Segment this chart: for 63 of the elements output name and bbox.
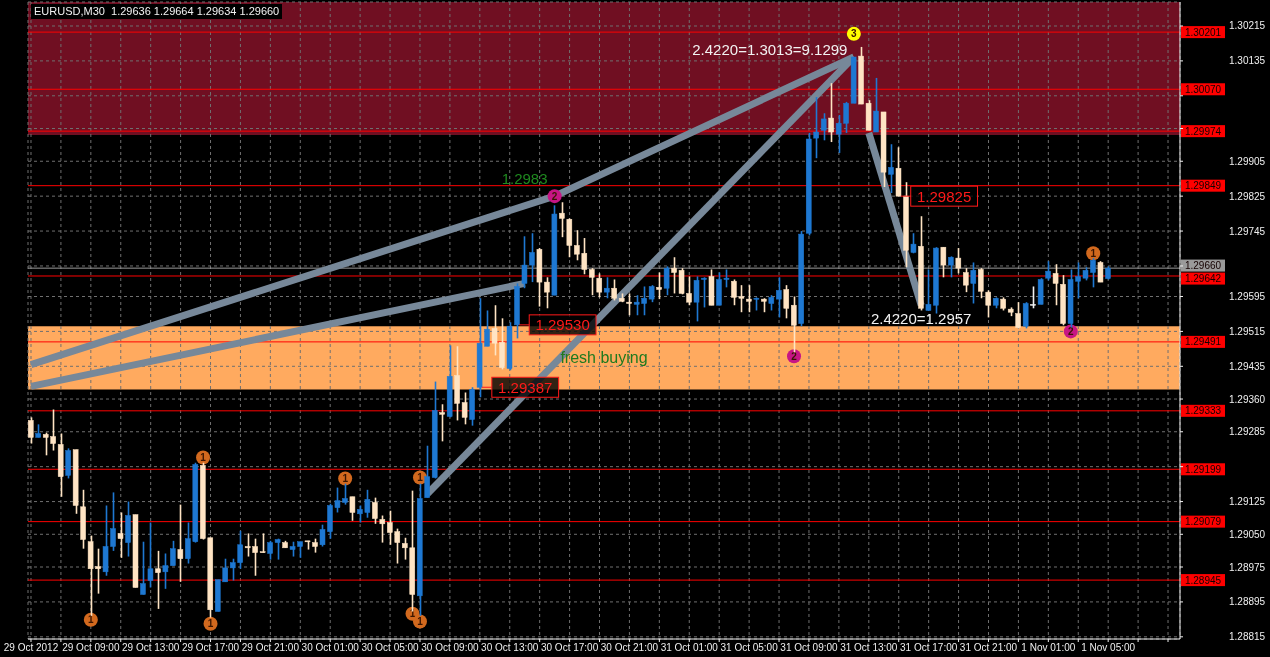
ref-line-label: 1.29333 — [1184, 405, 1222, 417]
series-label: 1 — [207, 618, 214, 630]
annotation: 2.4220=1.3013=9.1299 — [692, 41, 848, 59]
series-label: 3 — [851, 28, 858, 40]
ref-line-label: 1.29079 — [1184, 516, 1222, 528]
annotation: 1.29387 — [498, 378, 553, 396]
x-tick-label: 29 Oct 2012 — [3, 642, 59, 654]
ref-line-label: 1.30070 — [1184, 83, 1222, 95]
text: 1 — [417, 616, 423, 628]
text: 2 — [791, 350, 797, 362]
text: 1 — [200, 452, 206, 464]
x-tick-label: 31 Oct 21:00 — [959, 642, 1018, 654]
y-tick-label: 1.29905 — [1229, 155, 1266, 167]
x-tick-label: 1 Nov 05:00 — [1081, 642, 1136, 654]
x-tick-label: 31 Oct 09:00 — [780, 642, 839, 654]
x-tick-label: 29 Oct 21:00 — [241, 642, 300, 654]
text: 1 — [88, 614, 94, 626]
ref-line-label: 1.29642 — [1184, 273, 1222, 285]
ref-line-label: 1.29199 — [1184, 463, 1222, 475]
y-tick-label: 1.29125 — [1229, 496, 1266, 508]
x-tick-label: 31 Oct 17:00 — [900, 642, 958, 654]
y-tick-label: 1.29745 — [1229, 225, 1266, 237]
x-tick-label: 31 Oct 05:00 — [720, 642, 779, 654]
x-tick-label: 30 Oct 13:00 — [481, 642, 539, 654]
x-tick-label: 29 Oct 09:00 — [62, 642, 120, 654]
y-tick-label: 1.29285 — [1229, 426, 1266, 438]
x-tick-label: 29 Oct 17:00 — [181, 642, 240, 654]
y-tick-label: 1.29515 — [1229, 325, 1266, 337]
y-tick-label: 1.29595 — [1229, 291, 1266, 302]
ref-line-label: 1.30201 — [1184, 26, 1222, 38]
chart-title: EURUSD,M30 1.29636 1.29664 1.29634 1.29660 — [31, 4, 283, 19]
y-tick-label: 1.29435 — [1229, 360, 1266, 372]
x-tick-label: 31 Oct 13:00 — [840, 642, 898, 654]
y-tick-label: 1.29360 — [1229, 393, 1266, 405]
y-tick-label: 1.30135 — [1229, 55, 1266, 67]
x-tick-label: 31 Oct 01:00 — [660, 642, 719, 654]
y-tick-label: 1.28895 — [1229, 596, 1266, 608]
annotation: 1.2983 — [501, 169, 548, 187]
x-tick-label: 30 Oct 09:00 — [421, 642, 479, 654]
series-label: 2 — [1068, 326, 1074, 338]
x-tick-label: 1 Nov 01:00 — [1021, 642, 1076, 654]
y-tick-label: 1.29050 — [1229, 528, 1266, 540]
text: 1 — [342, 473, 348, 485]
annotation: 1.29825 — [917, 187, 972, 205]
y-tick-label: 1.28815 — [1229, 631, 1266, 643]
y-tick-label: 1.28975 — [1229, 561, 1266, 573]
text: 1 — [1090, 247, 1097, 259]
annotation: 1.29530 — [535, 316, 590, 334]
annotation: 2.4220=1.2957 — [870, 309, 972, 327]
text: 2 — [551, 190, 558, 202]
x-tick-label: 29 Oct 13:00 — [122, 642, 180, 654]
text: 1 — [417, 472, 423, 484]
y-tick-label: 1.29825 — [1229, 190, 1266, 202]
ref-line-label: 1.28945 — [1184, 574, 1222, 586]
x-tick-label: 30 Oct 05:00 — [361, 642, 420, 654]
y-tick-label: 1.30215 — [1229, 20, 1266, 32]
x-tick-label: 30 Oct 17:00 — [540, 642, 599, 654]
ref-line-label: 1.29974 — [1184, 125, 1222, 137]
x-tick-label: 30 Oct 01:00 — [301, 642, 360, 654]
ref-line-label: 1.29849 — [1184, 180, 1222, 192]
x-tick-label: 30 Oct 21:00 — [600, 642, 659, 654]
ref-line-label: 1.29491 — [1184, 336, 1222, 348]
ref-line-label: 1.29660 — [1184, 260, 1222, 272]
